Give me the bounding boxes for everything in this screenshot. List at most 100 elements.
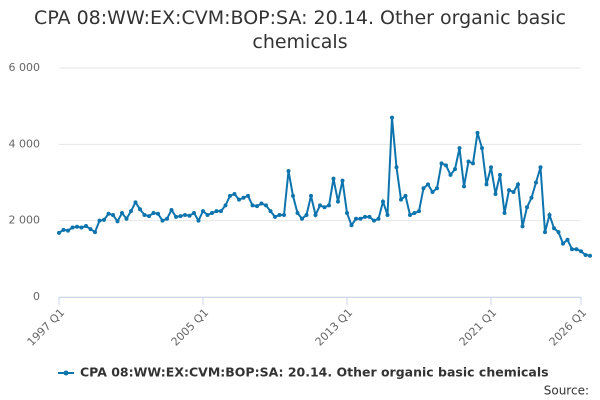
data-point: [394, 165, 399, 170]
data-point: [466, 159, 471, 164]
data-point: [363, 214, 367, 219]
data-point: [570, 247, 574, 252]
data-point: [102, 217, 106, 222]
data-point: [79, 225, 84, 230]
data-point: [264, 203, 268, 208]
legend-label: CPA 08:WW:EX:CVM:BOP:SA: 20.14. Other or…: [80, 365, 549, 380]
data-point: [543, 230, 547, 235]
data-point: [547, 212, 552, 217]
data-point: [367, 214, 372, 219]
data-point: [88, 227, 93, 232]
data-point: [138, 207, 142, 212]
data-point: [511, 190, 516, 195]
data-point: [183, 212, 187, 217]
data-point: [372, 218, 376, 223]
data-point: [277, 212, 282, 217]
data-point: [57, 230, 61, 235]
data-point: [462, 184, 466, 189]
x-tick-label: 2021 Q1: [457, 306, 500, 349]
data-point: [273, 214, 277, 219]
data-point: [295, 211, 300, 216]
data-point: [201, 209, 205, 214]
data-point: [565, 237, 570, 242]
data-point: [237, 197, 241, 202]
data-point: [111, 212, 115, 217]
legend-marker: [63, 370, 69, 376]
data-point: [192, 211, 196, 216]
data-point: [210, 211, 214, 216]
data-point: [84, 224, 88, 229]
data-point: [493, 191, 498, 196]
data-point: [588, 253, 592, 258]
data-point: [385, 212, 390, 217]
data-line: [58, 117, 591, 257]
data-point: [160, 218, 165, 223]
x-tick-label: 2026 Q1: [547, 306, 590, 349]
data-point: [124, 216, 129, 221]
data-point: [444, 163, 448, 168]
data-point: [61, 227, 66, 232]
data-point: [259, 201, 264, 206]
data-point: [147, 214, 151, 219]
data-point: [129, 209, 133, 214]
data-point: [250, 203, 255, 208]
chart-title: CPA 08:WW:EX:CVM:BOP:SA: 20.14. Other or…: [34, 7, 566, 53]
data-point: [345, 211, 349, 216]
source: Source:: [544, 384, 589, 398]
data-point: [331, 176, 336, 181]
data-point: [552, 226, 556, 231]
data-point: [448, 172, 453, 177]
data-point: [214, 209, 219, 214]
data-point: [313, 212, 318, 217]
data-point: [435, 186, 439, 191]
data-point: [453, 167, 457, 172]
data-point: [318, 203, 322, 208]
data-point: [133, 200, 138, 205]
data-point: [354, 216, 358, 221]
data-point: [574, 247, 579, 252]
data-point: [471, 161, 475, 166]
data-point: [349, 223, 354, 228]
data-point: [93, 230, 97, 235]
data-point: [241, 195, 246, 200]
data-point: [520, 224, 525, 229]
data-point: [516, 182, 520, 187]
data-point: [228, 193, 232, 198]
data-point: [502, 211, 507, 216]
data-point: [75, 224, 79, 229]
data-point: [498, 172, 502, 177]
data-point: [142, 212, 147, 217]
data-point: [322, 205, 327, 210]
data-point: [376, 216, 381, 221]
data-point: [232, 191, 237, 196]
y-tick-label: 6 000: [9, 61, 41, 74]
data-point: [583, 253, 588, 258]
data-point: [556, 230, 561, 235]
data-point: [408, 212, 412, 217]
data-point: [430, 190, 435, 195]
data-point: [579, 249, 583, 254]
data-point: [358, 216, 363, 221]
data-point: [417, 209, 421, 214]
data-point: [255, 204, 259, 209]
data-point: [151, 211, 156, 216]
data-point: [174, 214, 178, 219]
data-point: [223, 203, 228, 208]
data-point: [169, 207, 174, 212]
data-point: [457, 146, 462, 151]
y-tick-label: 2 000: [9, 214, 41, 227]
data-point: [489, 165, 493, 170]
data-point: [196, 218, 201, 223]
data-point: [120, 211, 124, 216]
data-point: [484, 182, 489, 187]
data-point: [205, 212, 210, 217]
data-point: [507, 188, 511, 193]
data-point: [291, 193, 295, 198]
data-point: [561, 241, 565, 246]
data-point: [327, 203, 331, 208]
data-point: [165, 216, 169, 221]
data-point: [480, 146, 484, 151]
data-point: [421, 186, 426, 191]
data-point: [412, 211, 417, 216]
